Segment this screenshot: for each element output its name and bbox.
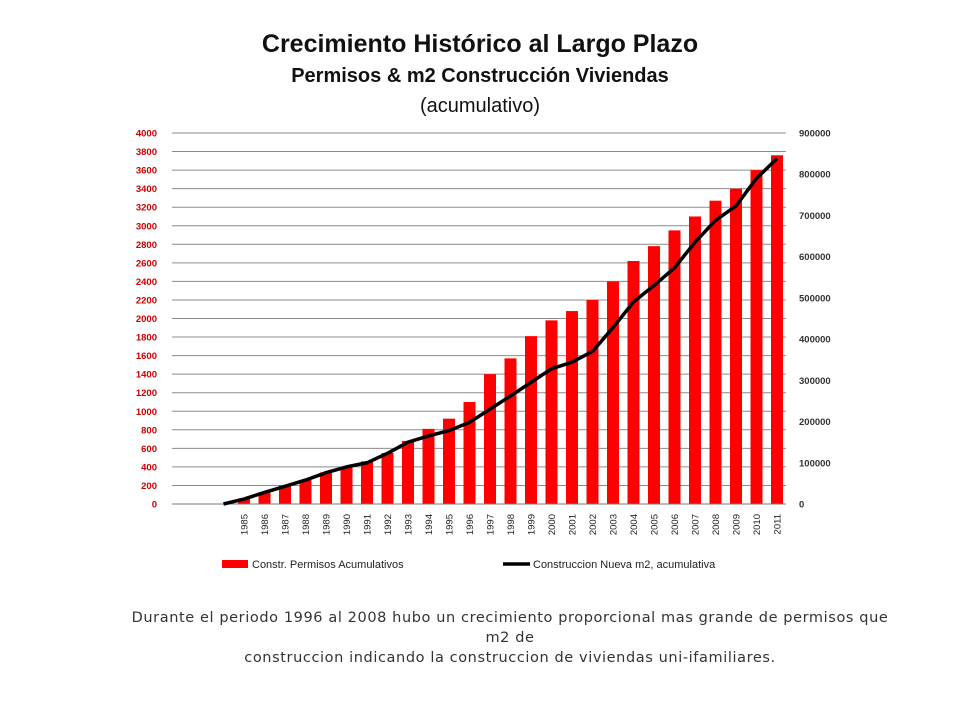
x-tick-label: 1996	[465, 514, 476, 535]
bar	[709, 200, 722, 504]
y-left-tick-label: 800	[141, 425, 157, 436]
bar	[648, 246, 660, 504]
legend-label-line: Construccion Nueva m2, acumulativa	[533, 559, 716, 571]
x-tick-label: 1987	[281, 514, 292, 535]
y-left-tick-label: 1400	[136, 370, 157, 381]
bar	[402, 440, 414, 504]
x-tick-label: 2007	[691, 514, 702, 535]
bar	[607, 281, 619, 504]
x-tick-label: 2011	[773, 514, 784, 534]
y-left-tick-label: 3800	[136, 147, 157, 158]
x-tick-label: 1997	[486, 514, 497, 535]
y-left-tick-label: 4000	[136, 129, 157, 140]
x-tick-label: 2001	[568, 514, 579, 535]
bar	[340, 466, 353, 504]
bar	[443, 418, 455, 504]
y-left-tick-label: 2000	[136, 314, 157, 325]
y-left-tick-label: 2600	[136, 258, 157, 269]
bar	[238, 498, 250, 504]
y-right-tick-label: 600000	[799, 252, 831, 263]
y-left-tick-label: 3600	[136, 166, 157, 177]
bar	[484, 374, 496, 504]
footnote-line-1: Durante el periodo 1996 al 2008 hubo un …	[131, 610, 889, 646]
x-tick-label: 1995	[445, 514, 456, 535]
y-left-tick-label: 3200	[136, 203, 157, 214]
y-right-tick-label: 700000	[799, 211, 831, 222]
bar	[668, 230, 681, 504]
bar	[504, 358, 517, 504]
y-left-tick-label: 2200	[136, 295, 157, 306]
x-tick-label: 1993	[404, 514, 415, 535]
y-right-tick-label: 0	[799, 500, 804, 511]
chart-subtitle: Permisos & m2 Construcción Viviendas	[291, 65, 669, 87]
y-right-tick-label: 900000	[799, 129, 831, 140]
bar	[689, 216, 701, 504]
y-right-tick-label: 800000	[799, 170, 831, 181]
y-left-tick-label: 400	[141, 462, 157, 473]
y-left-tick-label: 1200	[136, 388, 157, 399]
combo-chart: 0 200 400 600 800 1000 1200 1400 1600 1800 2000 220…	[136, 129, 831, 572]
bar	[750, 170, 763, 504]
y-right-tick-label: 400000	[799, 335, 831, 346]
x-tick-label: 2005	[650, 514, 661, 535]
footnote: Durante el periodo 1996 al 2008 hubo un …	[120, 608, 900, 668]
legend-swatch-bars	[222, 560, 248, 568]
y-left-tick-label: 600	[141, 444, 157, 455]
x-tick-label: 2003	[609, 514, 620, 535]
y-left-tick-label: 3400	[136, 184, 157, 195]
x-tick-label: 1985	[240, 514, 251, 535]
bar	[627, 260, 640, 504]
x-tick-label: 1992	[383, 514, 394, 535]
chart-subtitle-2: (acumulativo)	[419, 95, 541, 117]
bar	[320, 472, 332, 504]
x-tick-label: 2010	[752, 514, 763, 535]
line-series	[223, 157, 779, 506]
y-left-tick-label: 3000	[136, 221, 157, 232]
x-tick-label: 2004	[629, 514, 640, 535]
bar	[463, 401, 476, 504]
y-left-tick-label: 2800	[136, 240, 157, 251]
y-left-tick-label: 1600	[136, 351, 157, 362]
bar	[566, 311, 578, 504]
y-left-tick-label: 1000	[136, 407, 157, 418]
bar	[361, 461, 373, 504]
x-tick-label: 2009	[732, 514, 743, 535]
y-left-tick-label: 1800	[136, 333, 157, 344]
chart-title: Crecimiento Histórico al Largo Plazo	[261, 30, 699, 58]
x-tick-label: 2008	[711, 514, 722, 535]
bar	[422, 428, 435, 504]
footnote-line-2: construccion indicando la construccion d…	[244, 650, 776, 666]
bar	[525, 336, 537, 504]
y-right-tick-label: 500000	[799, 293, 831, 304]
bar	[730, 188, 742, 504]
bar	[279, 485, 291, 504]
y-right-tick-label: 100000	[799, 458, 831, 469]
x-tick-label: 1991	[363, 514, 374, 535]
bar	[299, 479, 312, 504]
x-tick-label: 1989	[322, 514, 333, 535]
bar	[381, 452, 394, 504]
x-tick-label: 2006	[670, 514, 681, 535]
x-tick-label: 2000	[547, 514, 558, 535]
x-tick-label: 1986	[260, 514, 271, 535]
x-tick-label: 1988	[301, 514, 312, 535]
y-left-tick-label: 2400	[136, 277, 157, 288]
y-right-tick-label: 300000	[799, 376, 831, 387]
x-tick-label: 2002	[588, 514, 599, 535]
bar	[545, 320, 558, 504]
x-tick-label: 1990	[342, 514, 353, 535]
x-tick-label: 1998	[506, 514, 517, 535]
bar	[771, 155, 783, 504]
x-tick-label: 1999	[527, 514, 538, 535]
bar	[586, 299, 599, 504]
y-left-tick-label: 200	[141, 481, 157, 492]
legend-label-bars: Constr. Permisos Acumulativos	[252, 559, 404, 571]
x-tick-label: 1994	[424, 514, 435, 535]
y-left-tick-label: 0	[152, 500, 157, 511]
y-right-tick-label: 200000	[799, 417, 831, 428]
